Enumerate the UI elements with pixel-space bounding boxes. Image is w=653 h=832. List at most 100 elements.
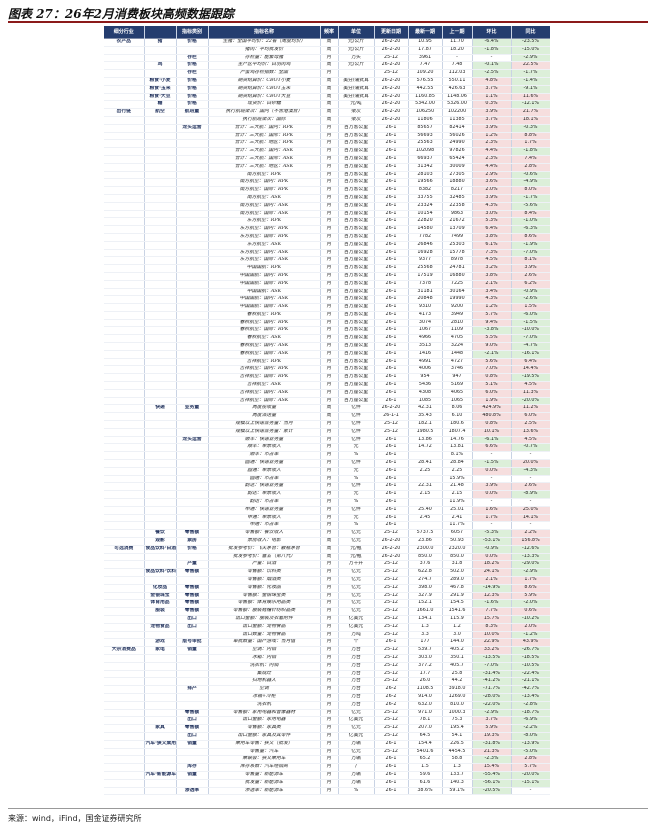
cell-yoy: -13.4%	[511, 693, 550, 702]
cell-sub	[144, 420, 177, 429]
cell-prev: 28.84	[442, 459, 473, 468]
cell-sub	[144, 553, 177, 562]
table-row: 排产 空调月万台 26-2 1108.5 3918.0 -71.7% -42.7%	[104, 685, 550, 694]
cell-sub	[144, 787, 177, 796]
cell-latest: 5401.6	[408, 748, 443, 757]
cell-name: 东方航空：RPK	[208, 217, 321, 227]
cell-cat	[176, 701, 209, 710]
cell-unit: 万头	[338, 54, 375, 63]
source-note: 来源：wind，iFind，国金证券研究所	[8, 814, 142, 823]
cell-prev: 11385	[442, 116, 473, 125]
data-table: 细分行业 指标类别 指标名称 频率 单位 更新日期 最新一期 上一期 环比 同比 农产品猪价格 生猪…	[104, 26, 550, 796]
cell-name: 出口数量：宠物食品	[208, 631, 321, 640]
cell-date: 25-12	[374, 54, 409, 63]
cell-mom: 3.8%	[472, 233, 512, 242]
cell-unit: 百万座公里	[338, 288, 375, 297]
cell-unit: 百万客公里	[338, 358, 375, 367]
cell-sector	[104, 186, 145, 195]
cell-sector	[104, 54, 145, 63]
cell-yoy: 5.7%	[511, 763, 550, 772]
cell-prev: 30009	[442, 163, 473, 172]
cell-sector	[104, 147, 145, 156]
cell-date: 26-1	[374, 358, 409, 367]
cell-yoy: 14.4%	[511, 365, 550, 375]
cell-sector	[104, 389, 145, 398]
cell-mom: 2.3%	[472, 155, 512, 164]
table-row: 出口数量：宠物食品月万吨 25-12 3.3 3.0 10.0% -1.2%	[104, 631, 550, 640]
cell-latest: 4006	[408, 365, 443, 375]
cell-mom: 24.1%	[472, 568, 512, 577]
cell-mom: 3.9%	[472, 482, 512, 492]
cell-name: 出口金额：宠物食品	[208, 623, 321, 632]
cell-name: 吉祥航空：ASK	[208, 381, 321, 390]
cell-mom: 33.2%	[472, 646, 512, 655]
cell-sector	[104, 662, 145, 671]
cell-freq: 月	[320, 186, 339, 195]
cell-latest: 2.25	[408, 467, 443, 476]
cell-unit: 美分/蒲式耳	[338, 77, 375, 86]
cell-name: 出口金额：家具及其零件	[208, 732, 321, 741]
cell-freq: 月	[320, 69, 339, 78]
cell-prev: 32485	[442, 194, 473, 203]
cell-sub	[144, 132, 177, 141]
cell-date: 25-12	[374, 428, 409, 437]
cell-date: 26-1	[374, 171, 409, 180]
cell-freq: 月	[320, 748, 339, 757]
cell-prev: 140.3	[442, 779, 473, 788]
cell-cat: 销量	[176, 740, 209, 749]
cell-cat	[176, 139, 209, 149]
table-row: 洗衣机月万台 26-2 632.0 810.0 -22.0% -2.8%	[104, 701, 550, 710]
cell-sector	[104, 342, 145, 351]
cell-unit: 个	[338, 638, 375, 648]
cell-mom: 5.9%	[472, 724, 512, 733]
cell-date: 26-2-20	[374, 108, 409, 117]
cell-cat: 渗透率	[176, 787, 209, 796]
cell-freq: 月	[320, 272, 339, 281]
cell-name: 南方航空：国际：RPK	[208, 186, 321, 195]
cell-latest: 152.1	[408, 599, 443, 609]
table-row: 鸡价格 主产区平均价：白羽肉鸡周元/公斤 26-2-20 7.47 7.48 -0.1% 2…	[104, 61, 550, 71]
cell-name: 吉祥航空：国内：ASK	[208, 389, 321, 398]
cell-freq: 月	[320, 475, 339, 484]
cell-sector	[104, 365, 145, 375]
cell-freq: 月	[320, 763, 339, 772]
cell-prev: 1000.3	[442, 709, 473, 718]
table-row: 出口 出口金额：家具及其零件月亿美元 25-12 64.5 54.1 19.3% -8.0%	[104, 732, 550, 741]
cell-yoy: -4.7%	[511, 342, 550, 351]
cell-mom: 15.4%	[472, 763, 512, 772]
cell-unit: 亿元	[338, 607, 375, 616]
cell-prev: 2.41	[442, 514, 473, 523]
cell-name: 主产区平均价：白羽肉鸡	[208, 61, 321, 71]
cell-prev: 24781	[442, 264, 473, 273]
cell-latest: 28.41	[408, 459, 443, 468]
cell-unit: 百万客公里	[338, 319, 375, 328]
cell-latest: 11806	[408, 116, 443, 125]
cell-mom: 4.3%	[472, 295, 512, 305]
cell-prev: 4454.5	[442, 748, 473, 757]
cell-prev: 350.1	[442, 654, 473, 663]
cell-prev: 24990	[442, 139, 473, 149]
cell-cat	[176, 482, 209, 492]
cell-prev: 467.8	[442, 584, 473, 593]
cell-freq: 月	[320, 685, 339, 694]
cell-yoy: -20.0%	[511, 771, 550, 780]
cell-name: 南方航空：国内：RPK	[208, 178, 321, 188]
cell-latest: 35.43	[408, 412, 443, 422]
table-row: 南方航空：国内：ASK 月百万座公里 26-1 23324 22358 4.3% -5.6%	[104, 202, 550, 211]
table-row: 出口 出口金额：家用电器月亿美元 25-12 78.1 75.3 3.7% -6.9%	[104, 716, 550, 726]
cell-name: 春秋航空：国内：ASK	[208, 342, 321, 351]
cell-sector	[104, 498, 145, 507]
cell-sector	[104, 350, 145, 359]
cell-name: 东方航空：ASK	[208, 241, 321, 250]
cell-date: 25-12	[374, 732, 409, 741]
cell-sub	[144, 685, 177, 694]
cell-date: 26-1	[374, 303, 409, 312]
cell-yoy: -10.2%	[511, 615, 550, 624]
cell-sector	[104, 638, 145, 648]
cell-freq: 月	[320, 709, 339, 718]
header-category: 指标类别	[176, 26, 209, 39]
cell-freq: 月	[320, 662, 339, 671]
cell-sub	[144, 256, 177, 266]
cell-freq: 月	[320, 139, 339, 149]
cell-date: 26-1	[374, 217, 409, 227]
